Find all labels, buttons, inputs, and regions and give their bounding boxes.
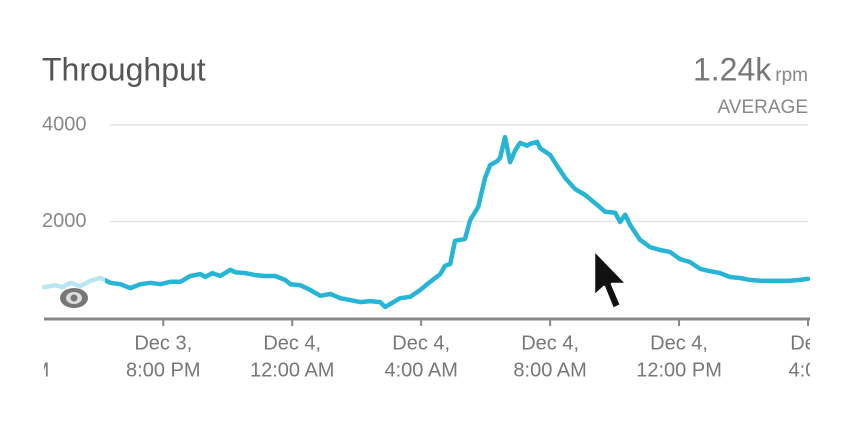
x-axis: 3, PM Dec 3, 8:00 PM Dec 4, 12:00 AM Dec 4, 4:0… <box>19 319 828 381</box>
grid: 2000 4000 <box>42 113 810 321</box>
x-tick-label: 12:00 AM <box>250 359 335 381</box>
x-tick-label: Dec 4, <box>263 332 321 354</box>
x-tick-label: 12:00 PM <box>636 359 722 381</box>
mouse-cursor <box>592 248 629 311</box>
summary-value: 1.24k <box>693 51 772 87</box>
x-tick-label: 8:00 AM <box>513 359 586 381</box>
x-tick-label: Dec 4, <box>650 332 708 354</box>
x-tick-label: Dec <box>790 332 826 354</box>
chart-title: Throughput <box>42 51 206 87</box>
x-tick-label: 4:00 AM <box>384 359 457 381</box>
plot <box>42 134 811 310</box>
x-tick-label: Dec 4, <box>392 332 450 354</box>
hide-series-icon[interactable] <box>60 288 88 308</box>
y-tick-label: 4000 <box>42 113 87 135</box>
x-tick-label: 3, <box>26 332 43 354</box>
summary-label: AVERAGE <box>718 97 808 118</box>
x-tick-label: PM <box>19 359 49 381</box>
x-tick-label: Dec 4, <box>521 332 579 354</box>
y-tick-label: 2000 <box>42 210 87 232</box>
series-line <box>42 134 811 310</box>
x-tick-label: 8:00 PM <box>126 359 200 381</box>
x-tick-label: 4:00 <box>789 359 828 381</box>
x-tick-label: Dec 3, <box>134 332 192 354</box>
summary-unit: rpm <box>775 65 808 86</box>
